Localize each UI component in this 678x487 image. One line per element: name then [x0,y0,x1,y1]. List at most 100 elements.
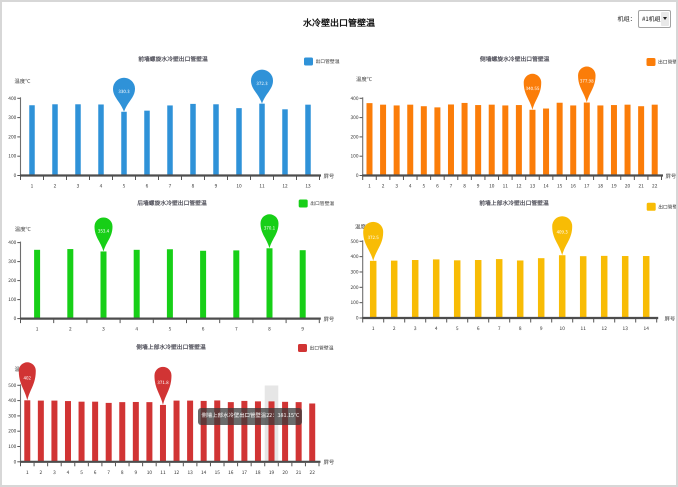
bar[interactable] [282,109,288,176]
bar[interactable] [488,104,495,176]
bar[interactable] [213,104,219,176]
legend-item[interactable]: 出口管壁温 [298,199,335,208]
bar[interactable] [495,259,503,318]
bar[interactable] [638,106,645,176]
x-tick-label: 11 [581,325,587,332]
unit-select[interactable]: #1机组 [638,9,671,28]
bar[interactable] [621,256,629,318]
bar[interactable] [200,250,207,319]
bar[interactable] [411,260,419,318]
bar[interactable] [98,104,104,176]
bar[interactable] [583,102,590,176]
bar[interactable] [241,400,248,462]
legend-item[interactable]: 出口管壁温 [646,202,678,211]
chart-title: 后墙螺旋水冷壁出口管壁温 [136,198,207,207]
bar[interactable] [543,108,550,176]
bar[interactable] [600,255,608,318]
bar[interactable] [515,105,522,176]
x-tick-label: 7 [450,183,453,190]
bar[interactable] [597,105,604,176]
bar[interactable] [144,110,150,176]
bar[interactable] [651,104,658,176]
bar[interactable] [146,402,153,462]
marker-value: 372.3 [256,81,268,87]
bar[interactable] [305,104,311,176]
bar[interactable] [92,401,99,462]
bar[interactable] [624,104,631,176]
bar[interactable] [268,401,275,462]
bar[interactable] [52,104,58,176]
bar[interactable] [432,259,440,318]
bar[interactable] [133,249,140,319]
bar[interactable] [537,258,545,318]
bar[interactable] [407,104,414,176]
bar[interactable] [132,401,139,462]
bar[interactable] [390,260,398,318]
bar[interactable] [282,401,289,462]
bar[interactable] [119,402,126,462]
x-tick-label: 3 [102,326,105,333]
bar[interactable] [173,400,180,462]
bar[interactable] [570,105,577,176]
bar[interactable] [75,104,81,176]
bar[interactable] [64,401,71,462]
bar[interactable] [295,402,302,462]
bar[interactable] [461,102,468,176]
legend-item[interactable]: 出口管壁温 [304,57,340,66]
y-tick-label: 200 [351,284,359,291]
bar[interactable] [266,248,273,319]
bar[interactable] [453,260,461,318]
bar[interactable] [434,107,441,176]
bar[interactable] [233,250,240,319]
bar[interactable] [447,104,454,176]
bar[interactable] [610,105,617,176]
bar[interactable] [24,400,31,462]
bar[interactable] [200,400,207,462]
bar[interactable] [366,103,373,176]
bar[interactable] [420,106,427,176]
legend-swatch [298,199,308,208]
bar[interactable] [187,400,194,462]
bar[interactable] [100,251,107,319]
bar[interactable] [67,249,74,319]
bar[interactable] [502,105,509,176]
bar[interactable] [37,400,44,462]
bar[interactable] [556,102,563,176]
bar[interactable] [190,103,196,176]
y-tick-label: 400 [8,397,16,404]
bar[interactable] [34,249,41,319]
bar[interactable] [105,402,112,462]
bar[interactable] [579,256,587,318]
bar[interactable] [51,400,58,462]
bar[interactable] [254,401,261,462]
bar[interactable] [259,103,265,176]
marker-value: 371.8 [157,380,169,386]
marker-max-pin: 370.1 [260,214,279,249]
bar[interactable] [369,260,377,318]
bar[interactable] [474,260,482,318]
x-tick-label: 19 [611,183,617,190]
bar[interactable] [516,260,524,318]
bar[interactable] [227,402,234,462]
bar[interactable] [214,400,221,462]
bar[interactable] [78,401,85,462]
bar[interactable] [393,105,400,176]
bar[interactable] [558,255,566,318]
chart-side-upper-wall: 侧墙上部水冷壁出口管壁温出口管壁温温度℃屏号010020030040050012… [8,342,335,476]
bar[interactable] [309,403,316,462]
bar[interactable] [529,109,536,176]
bar[interactable] [121,111,127,176]
x-tick-label: 9 [301,326,304,333]
bar[interactable] [166,249,173,319]
bar[interactable] [299,250,306,319]
bar[interactable] [167,105,173,176]
legend-item[interactable]: 出口管壁温 [646,58,678,66]
bar[interactable] [29,105,35,176]
bar[interactable] [475,105,482,176]
bar[interactable] [159,404,166,462]
legend-item[interactable]: 出口管壁温 [298,344,334,352]
bar[interactable] [380,104,387,176]
bar[interactable] [236,108,242,176]
bar[interactable] [642,256,650,318]
